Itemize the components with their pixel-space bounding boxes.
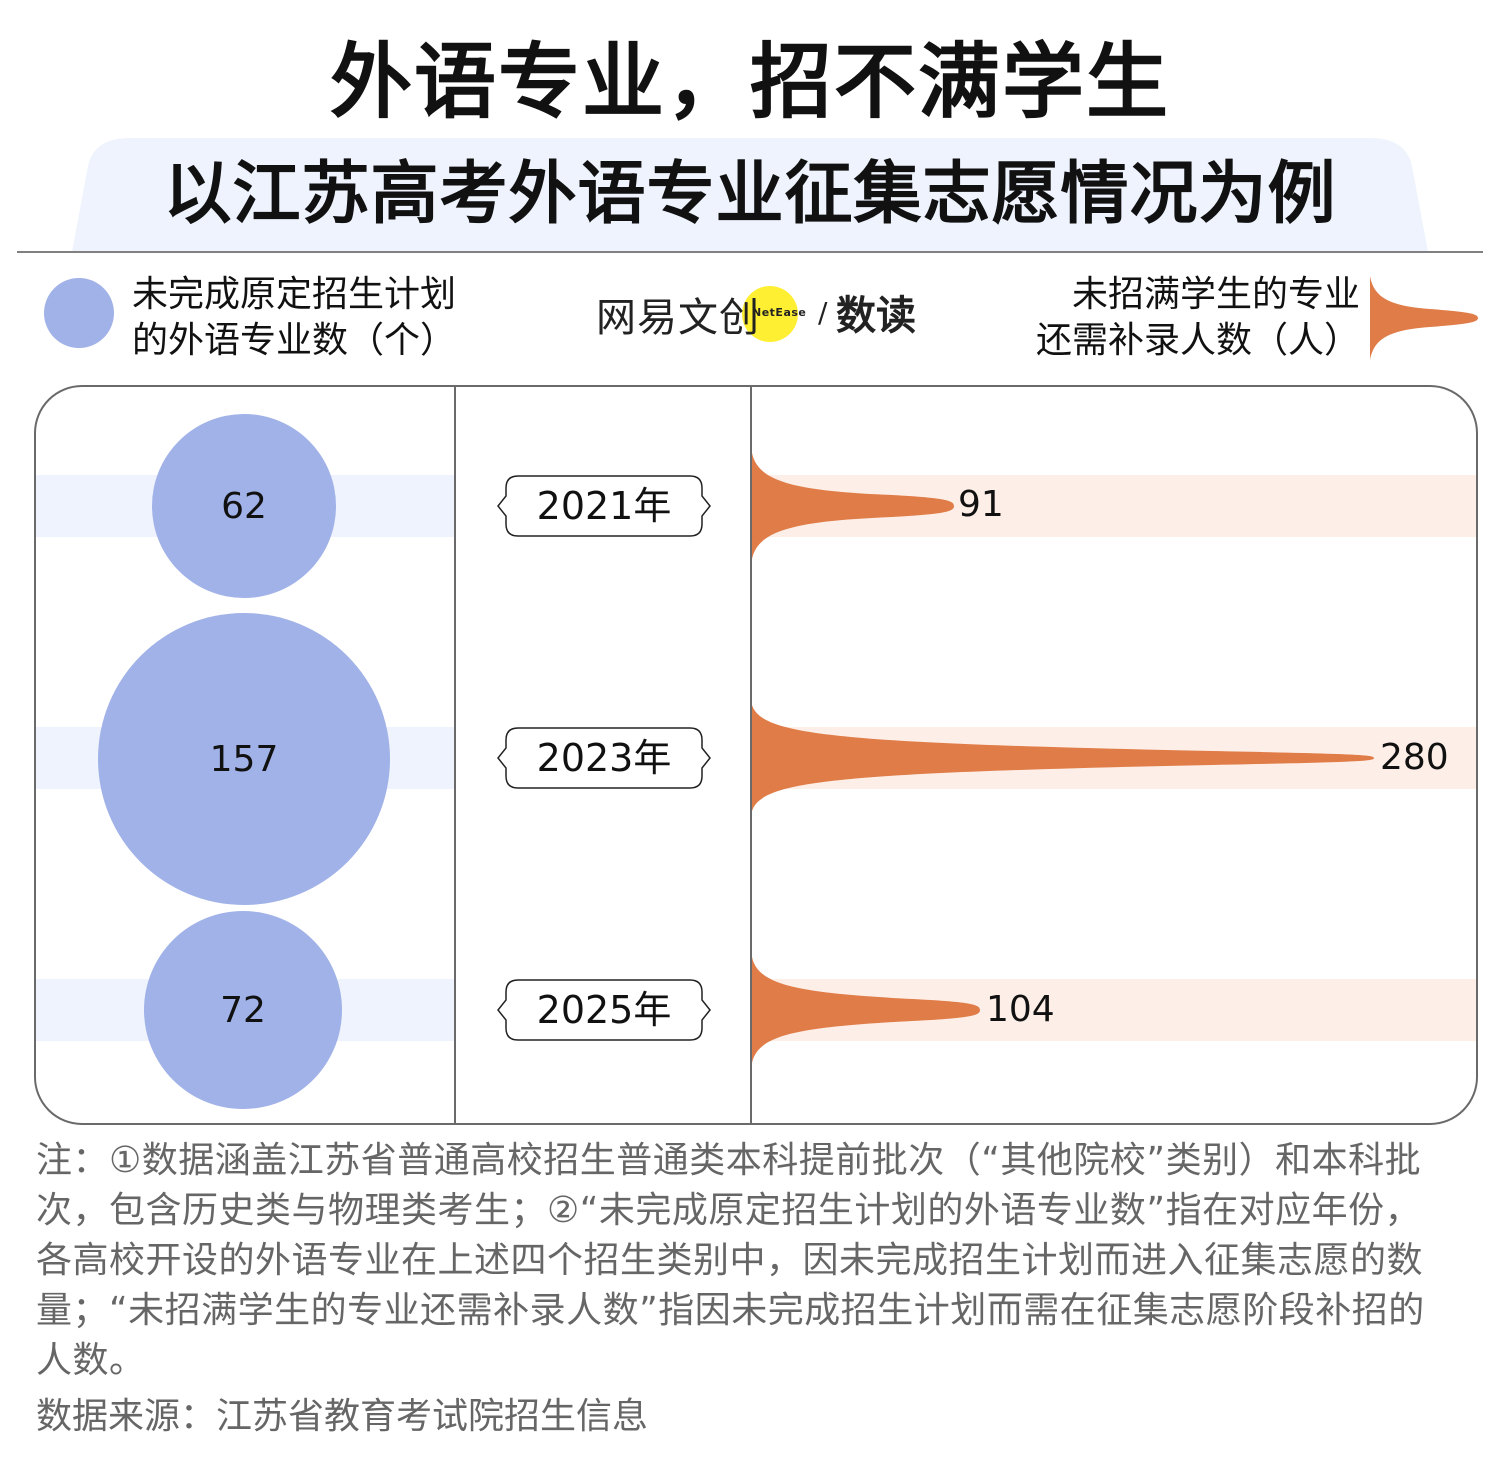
footnote: 注：①数据涵盖江苏省普通高校招生普通类本科提前批次（“其他院校”类别）和本科批次… xyxy=(36,1140,1425,1381)
brand-slash: / xyxy=(818,296,828,329)
spike-legend-icon xyxy=(1370,276,1478,360)
data-source: 数据来源：江苏省教育考试院招生信息 xyxy=(36,1396,649,1437)
year-label-2025: 2025年 xyxy=(536,988,672,1032)
year-tag-frame-icon xyxy=(497,475,711,537)
spike-value-2025: 104 xyxy=(986,989,1055,1030)
year-tag-2025: 2025年 xyxy=(494,978,714,1042)
legend-majors-line2: 的外语专业数（个） xyxy=(132,320,457,361)
spike-2025 xyxy=(752,957,980,1063)
subtitle-banner: 以江苏高考外语专业征集志愿情况为例 xyxy=(0,136,1500,252)
legend-majors-line1: 未完成原定招生计划 xyxy=(132,274,457,315)
bubble-value-2021: 62 xyxy=(221,485,267,527)
spike-2021 xyxy=(752,453,954,559)
bubble-2021: 62 xyxy=(152,414,336,598)
spike-value-2023: 280 xyxy=(1380,737,1449,778)
bubble-legend-icon xyxy=(44,278,114,348)
legend-students: 未招满学生的专业 还需补录人数（人） xyxy=(1010,272,1490,362)
bubble-value-2025: 72 xyxy=(220,989,266,1031)
chart-card: 62 2021年 91 157 2023年 280 72 2025年 10 xyxy=(34,385,1478,1125)
brand-name-cn: 网易文创 xyxy=(596,295,760,341)
brand-logo: 网易文创 NetEase / 数读 xyxy=(596,286,926,348)
brand-name-en: NetEase xyxy=(752,306,807,319)
year-tag-frame-icon xyxy=(497,979,711,1041)
column-divider-right xyxy=(750,387,752,1123)
column-divider-left xyxy=(454,387,456,1123)
subtitle-background-shape xyxy=(72,138,1428,252)
year-label-2023: 2023年 xyxy=(536,736,672,780)
bubble-value-2023: 157 xyxy=(209,738,279,780)
brand-yellow-circle-icon xyxy=(742,286,798,342)
bubble-2025: 72 xyxy=(144,911,342,1109)
chart-subtitle: 以江苏高考外语专业征集志愿情况为例 xyxy=(163,155,1337,234)
year-tag-frame-icon xyxy=(497,727,711,789)
chart-title: 外语专业，招不满学生 xyxy=(329,35,1170,130)
spike-value-2021: 91 xyxy=(958,484,1004,525)
legend-students-line1: 未招满学生的专业 xyxy=(1071,274,1360,315)
brand-sub-name: 数读 xyxy=(836,293,916,339)
year-label-2021: 2021年 xyxy=(536,484,672,528)
year-tag-2021: 2021年 xyxy=(494,474,714,538)
year-tag-2023: 2023年 xyxy=(494,726,714,790)
spike-2023 xyxy=(752,705,1374,811)
legend-students-line2: 还需补录人数（人） xyxy=(1035,320,1360,361)
bubble-2023: 157 xyxy=(98,613,390,905)
header-divider xyxy=(17,251,1483,253)
